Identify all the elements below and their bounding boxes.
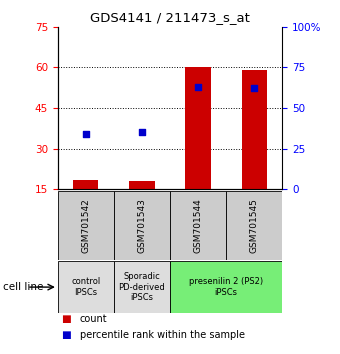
Text: GSM701545: GSM701545 — [250, 198, 259, 253]
Text: percentile rank within the sample: percentile rank within the sample — [80, 330, 245, 339]
Point — [139, 130, 145, 135]
Bar — [114, 261, 170, 313]
Bar — [226, 191, 282, 260]
Point — [195, 84, 201, 90]
Text: Sporadic
PD-derived
iPSCs: Sporadic PD-derived iPSCs — [119, 272, 165, 302]
Bar — [114, 191, 170, 260]
Bar — [58, 261, 114, 313]
Text: ■: ■ — [61, 330, 71, 339]
Text: presenilin 2 (PS2)
iPSCs: presenilin 2 (PS2) iPSCs — [189, 278, 263, 297]
Bar — [58, 191, 114, 260]
Text: GSM701544: GSM701544 — [193, 198, 203, 253]
Bar — [170, 191, 226, 260]
Point — [83, 131, 88, 137]
Bar — [73, 180, 99, 189]
Text: count: count — [80, 314, 107, 324]
Text: control
IPSCs: control IPSCs — [71, 278, 101, 297]
Bar — [129, 181, 155, 189]
Bar — [241, 70, 267, 189]
Text: GSM701542: GSM701542 — [81, 198, 90, 253]
Text: ■: ■ — [61, 314, 71, 324]
Point — [251, 86, 257, 91]
Bar — [185, 67, 211, 189]
Text: cell line: cell line — [3, 282, 44, 292]
Text: GDS4141 / 211473_s_at: GDS4141 / 211473_s_at — [90, 11, 250, 24]
Text: GSM701543: GSM701543 — [137, 198, 147, 253]
Bar — [170, 261, 282, 313]
